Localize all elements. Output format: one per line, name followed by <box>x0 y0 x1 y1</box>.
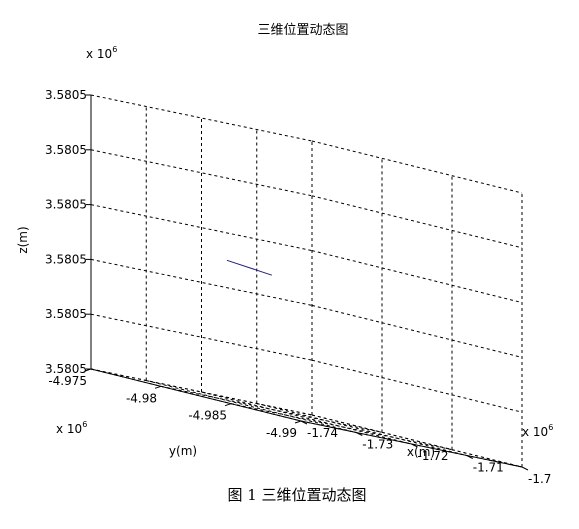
z-tick-label: 3.5805 <box>45 252 87 266</box>
floor-grid-line <box>230 403 453 451</box>
chart-grid <box>90 94 523 468</box>
figure-caption: 图 1 三维位置动态图 <box>227 486 366 504</box>
x-tick-label: -1.7 <box>528 472 551 486</box>
y-tick-label: -4.99 <box>266 426 297 440</box>
y-tick <box>294 420 302 424</box>
y-axis-line <box>90 368 302 422</box>
back-wall-grid-line <box>90 149 313 197</box>
z-tick-label: 3.5805 <box>45 88 87 102</box>
x-tick <box>411 443 418 448</box>
x-tick <box>300 420 308 425</box>
series-line <box>226 259 273 276</box>
x-tick <box>466 455 473 459</box>
right-wall-grid-line <box>311 250 523 304</box>
x-axis-label: x(m) <box>407 445 435 459</box>
x-tick <box>356 432 363 436</box>
z-exponent-label: x 106 <box>86 45 117 61</box>
chart-labels: 3.58053.58053.58053.58053.58053.5805-4.9… <box>45 88 551 486</box>
chart-axes <box>84 94 529 471</box>
floor-grid-line <box>201 391 412 445</box>
z-tick-label: 3.5805 <box>45 362 87 376</box>
right-wall-grid-line <box>311 414 523 468</box>
x-tick <box>521 466 529 471</box>
right-wall-grid-line <box>311 195 523 249</box>
y-tick <box>84 368 92 372</box>
x-exponent-label: x 106 <box>522 423 553 439</box>
right-wall-grid-line <box>311 359 523 413</box>
floor-grid-line <box>160 385 383 433</box>
y-exponent-label: x 106 <box>56 420 87 436</box>
x-tick-label: -1.74 <box>307 426 338 440</box>
chart-series <box>226 259 273 276</box>
x-tick-label: -1.71 <box>473 461 504 475</box>
y-tick-label: -4.98 <box>126 391 157 405</box>
z-tick-label: 3.5805 <box>45 307 87 321</box>
chart-title: 三维位置动态图 <box>257 23 348 38</box>
back-wall-grid-line <box>90 204 313 252</box>
z-axis-label: z(m) <box>16 226 30 253</box>
back-wall-grid-line <box>90 94 313 142</box>
y-axis-label: y(m) <box>169 444 197 458</box>
floor-grid-line <box>256 403 467 456</box>
right-wall-grid-line <box>311 140 523 194</box>
right-wall-grid-line <box>311 304 523 358</box>
floor-grid-line <box>146 380 357 433</box>
x-tick-label: -1.72 <box>418 449 449 463</box>
y-tick <box>224 403 232 407</box>
z-tick-label: 3.5805 <box>45 198 87 212</box>
y-tick-label: -4.985 <box>188 409 227 423</box>
back-wall-grid-line <box>90 258 313 306</box>
y-tick <box>154 385 162 389</box>
y-tick-label: -4.975 <box>48 374 87 388</box>
x-tick-label: -1.73 <box>362 438 393 452</box>
z-tick-label: 3.5805 <box>45 143 87 157</box>
back-wall-grid-line <box>90 313 313 361</box>
back-wall-grid-line <box>90 368 313 416</box>
